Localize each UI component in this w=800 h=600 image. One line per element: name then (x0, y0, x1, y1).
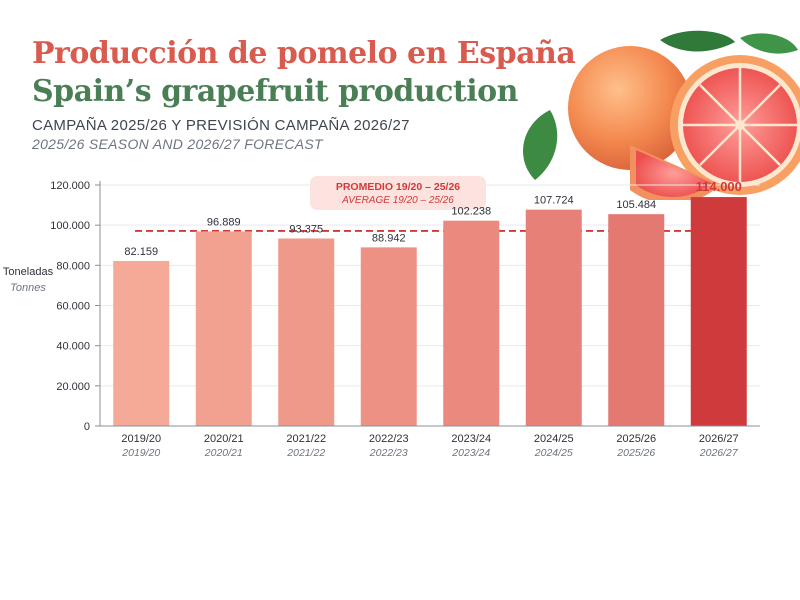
whole-grapefruit-icon (568, 46, 692, 170)
x-tick-label-en: 2025/26 (616, 447, 655, 459)
bar-2022-23 (360, 247, 417, 426)
page-title-es: Producción de pomelo en España (32, 36, 576, 71)
x-tick-label-en: 2023/24 (451, 447, 490, 459)
data-label: 82.159 (124, 246, 158, 258)
x-tick-label: 2023/24 (451, 433, 491, 445)
y-tick-label: 120.000 (50, 180, 90, 192)
x-tick-label-en: 2020/21 (204, 447, 243, 459)
bar-2019-20 (113, 260, 170, 426)
data-label: 88.942 (372, 232, 406, 244)
y-tick-label: 0 (84, 421, 90, 433)
y-tick-label: 20.000 (56, 381, 90, 393)
bar-2025-26 (608, 214, 665, 426)
x-tick-label: 2025/26 (616, 433, 656, 445)
bar-2020-21 (195, 231, 252, 426)
grapefruit-illustration (523, 30, 800, 200)
data-label: 102.238 (451, 206, 491, 218)
data-label: 107.724 (534, 195, 574, 207)
average-annotation-box (310, 176, 486, 210)
bar-2026-27 (690, 197, 747, 426)
y-tick-label: 60.000 (56, 301, 90, 313)
x-tick-label: 2024/25 (534, 433, 574, 445)
x-tick-label-en: 2024/25 (534, 447, 573, 459)
y-tick-label: 80.000 (56, 260, 90, 272)
x-tick-label: 2026/27 (699, 433, 739, 445)
leaf-icon (523, 30, 798, 180)
y-tick-label: 100.000 (50, 220, 90, 232)
x-tick-label-en: 2019/20 (121, 447, 160, 459)
x-tick-label-en: 2021/22 (286, 447, 325, 459)
bar-2024-25 (525, 209, 582, 426)
grapefruit-half-icon (670, 55, 800, 195)
data-label: 93.375 (289, 223, 323, 235)
x-tick-label: 2019/20 (121, 433, 161, 445)
y-tick-label: 40.000 (56, 341, 90, 353)
subtitle-en: 2025/26 SEASON AND 2026/27 FORECAST (32, 136, 323, 152)
data-label: 105.484 (616, 199, 656, 211)
bar-2021-22 (278, 238, 335, 426)
data-label: 96.889 (207, 216, 241, 228)
data-label: 114.000 (696, 179, 742, 194)
x-tick-label: 2021/22 (286, 433, 326, 445)
average-label-es: PROMEDIO 19/20 – 25/26 (336, 181, 460, 193)
axes (95, 181, 760, 427)
x-tick-label: 2020/21 (204, 433, 244, 445)
x-tick-label-en: 2026/27 (699, 447, 739, 459)
y-axis-label-en: Tonnes (10, 282, 46, 294)
page-title-en: Spain’s grapefruit production (32, 74, 519, 109)
subtitle-es: CAMPAÑA 2025/26 Y PREVISIÓN CAMPAÑA 2026… (32, 117, 410, 134)
x-tick-label-en: 2022/23 (369, 447, 408, 459)
y-axis-label: Toneladas (3, 266, 54, 278)
x-tick-label: 2022/23 (369, 433, 409, 445)
bar-2023-24 (443, 220, 500, 426)
average-label-en: AVERAGE 19/20 – 25/26 (341, 195, 454, 206)
